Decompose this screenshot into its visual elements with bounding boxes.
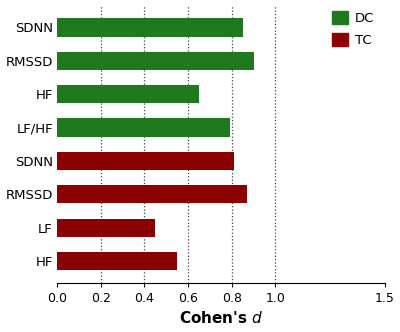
Bar (57, 218, 155, 237)
Bar (57, 252, 177, 270)
Bar (57, 51, 254, 70)
Bar (57, 18, 243, 37)
Bar (57, 118, 230, 137)
Bar (57, 85, 199, 103)
Bar (57, 152, 234, 170)
X-axis label: Cohen's $d$: Cohen's $d$ (178, 310, 263, 326)
Legend: DC, TC: DC, TC (328, 7, 378, 51)
Bar (57, 185, 247, 204)
